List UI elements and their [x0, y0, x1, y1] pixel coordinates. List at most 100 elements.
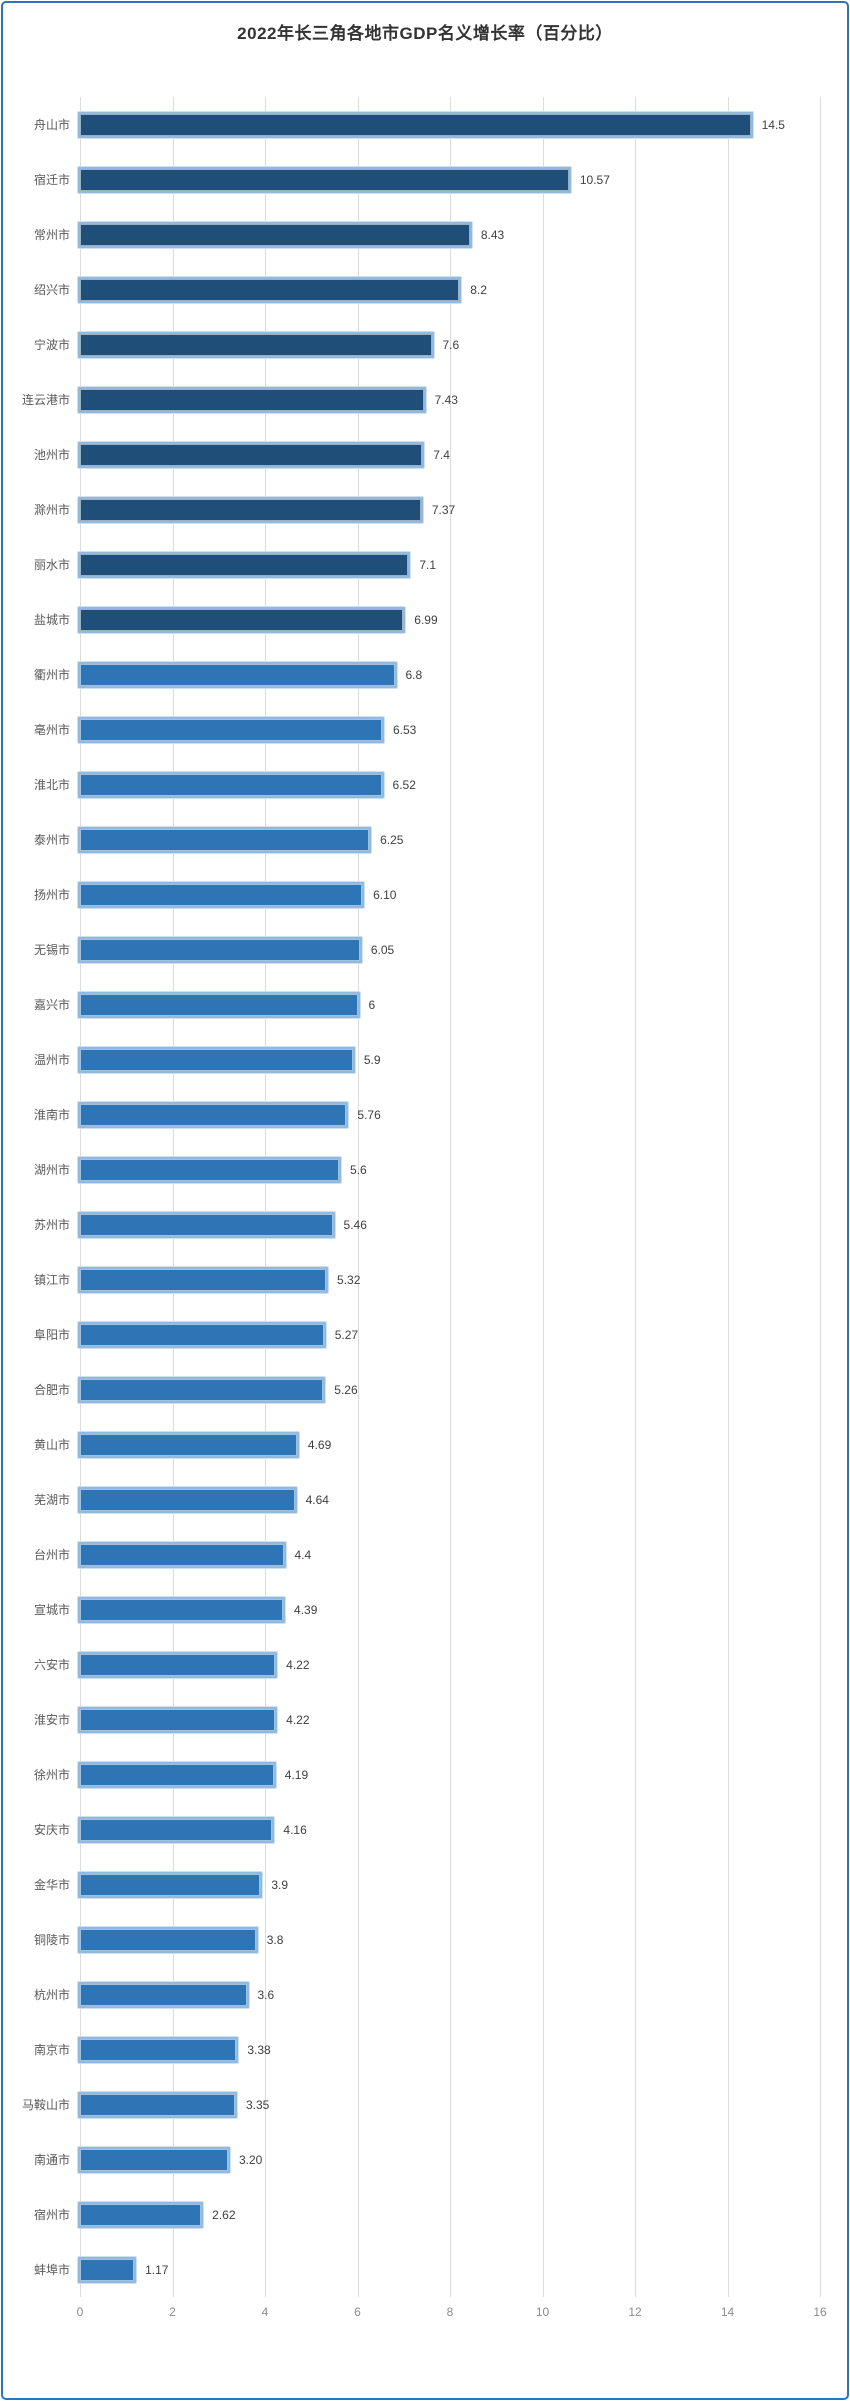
- bar: [78, 2036, 238, 2063]
- value-label: 7.37: [431, 502, 456, 517]
- value-label: 6.10: [373, 887, 397, 902]
- value-label: 5.27: [334, 1327, 359, 1342]
- bar: [78, 1321, 326, 1348]
- value-label: 4.22: [286, 1712, 310, 1727]
- value-label: 6.05: [370, 942, 395, 957]
- value-label: 6.25: [380, 832, 404, 847]
- value-label: 3.20: [239, 2152, 263, 2167]
- value-label: 5.26: [334, 1382, 358, 1397]
- bar: [78, 551, 410, 578]
- category-label: 六安市: [33, 1657, 70, 1672]
- bar: [78, 1541, 286, 1568]
- bar: [78, 1376, 325, 1403]
- x-gridline: [172, 97, 174, 2297]
- category-label: 宿迁市: [33, 172, 70, 187]
- value-label: 5.32: [337, 1272, 361, 1287]
- x-axis-tick-label: 6: [354, 2305, 361, 2319]
- bar: [78, 1266, 328, 1293]
- bar: [78, 1156, 341, 1183]
- value-label: 4.39: [294, 1602, 318, 1617]
- bar: [78, 221, 472, 248]
- value-label: 5.76: [357, 1107, 381, 1122]
- value-label: 1.17: [145, 2262, 169, 2277]
- bar: [78, 2256, 136, 2283]
- category-label: 铜陵市: [33, 1932, 70, 1947]
- x-axis-tick-label: 0: [76, 2305, 84, 2319]
- bar: [78, 1926, 258, 1953]
- x-axis-tick-label: 16: [813, 2305, 827, 2319]
- bar: [78, 991, 360, 1018]
- bar: [78, 496, 423, 523]
- x-gridline: [450, 97, 451, 2297]
- value-label: 7.1: [419, 557, 437, 572]
- category-label: 台州市: [33, 1547, 70, 1562]
- bar: [78, 1046, 355, 1073]
- category-label: 芜湖市: [33, 1492, 70, 1507]
- bar: [78, 1651, 277, 1678]
- value-label: 10.57: [579, 172, 610, 187]
- value-label: 8.2: [470, 282, 487, 297]
- bar: [78, 826, 371, 853]
- bar: [78, 1431, 299, 1458]
- category-label: 南京市: [33, 2042, 70, 2057]
- x-gridline: [80, 97, 81, 2297]
- value-label: 6.53: [393, 722, 417, 737]
- category-label: 亳州市: [33, 722, 70, 737]
- value-label: 5.9: [363, 1052, 381, 1067]
- category-label: 衢州市: [33, 667, 70, 682]
- bar: [78, 1101, 348, 1128]
- category-label: 嘉兴市: [33, 997, 70, 1012]
- value-label: 7.4: [433, 447, 450, 462]
- category-label: 常州市: [33, 227, 70, 242]
- category-label: 泰州市: [33, 832, 70, 847]
- value-label: 3.6: [257, 1987, 275, 2002]
- category-label: 合肥市: [33, 1382, 70, 1397]
- value-label: 6.8: [405, 667, 423, 682]
- bar: [78, 936, 362, 963]
- value-label: 5.6: [350, 1162, 367, 1177]
- bar: [78, 276, 461, 303]
- bar: [78, 1761, 276, 1788]
- chart-title: 2022年长三角各地市GDP名义增长率（百分比）: [237, 24, 613, 43]
- category-label: 淮南市: [33, 1107, 70, 1122]
- category-label: 盐城市: [33, 612, 70, 627]
- category-label: 宣城市: [33, 1602, 70, 1617]
- x-gridline: [635, 97, 636, 2297]
- bar: [78, 2091, 237, 2118]
- value-label: 3.9: [271, 1877, 289, 1892]
- x-gridline: [542, 97, 544, 2297]
- value-label: 6: [368, 997, 376, 1012]
- bar: [78, 1706, 277, 1733]
- category-label: 苏州市: [33, 1217, 70, 1232]
- category-label: 杭州市: [33, 1987, 70, 2002]
- x-gridline: [357, 97, 359, 2297]
- category-label: 宿州市: [33, 2207, 70, 2222]
- x-gridline: [820, 97, 821, 2297]
- value-label: 4.16: [283, 1822, 307, 1837]
- value-label: 3.8: [266, 1932, 284, 1947]
- value-label: 6.52: [392, 777, 416, 792]
- bar: [78, 716, 384, 743]
- value-label: 4.22: [286, 1657, 310, 1672]
- value-label: 6.99: [414, 612, 438, 627]
- category-label: 黄山市: [33, 1437, 70, 1452]
- category-label: 绍兴市: [33, 282, 70, 297]
- category-label: 无锡市: [33, 942, 70, 957]
- category-label: 南通市: [33, 2152, 70, 2167]
- bar: [78, 1596, 285, 1623]
- category-label: 宁波市: [33, 337, 70, 352]
- value-label: 14.5: [761, 117, 785, 132]
- bar: [78, 1486, 297, 1513]
- bar: [78, 661, 397, 688]
- category-label: 阜阳市: [33, 1327, 70, 1342]
- category-label: 蚌埠市: [33, 2262, 70, 2277]
- x-gridline: [265, 97, 266, 2297]
- x-gridline: [727, 97, 729, 2297]
- x-axis-tick-label: 2: [169, 2305, 176, 2319]
- category-label: 丽水市: [33, 557, 70, 572]
- category-label: 淮北市: [33, 777, 70, 792]
- category-label: 池州市: [33, 447, 70, 462]
- category-label: 连云港市: [21, 392, 70, 407]
- bar: [78, 2146, 230, 2173]
- x-axis-tick-label: 10: [535, 2305, 550, 2319]
